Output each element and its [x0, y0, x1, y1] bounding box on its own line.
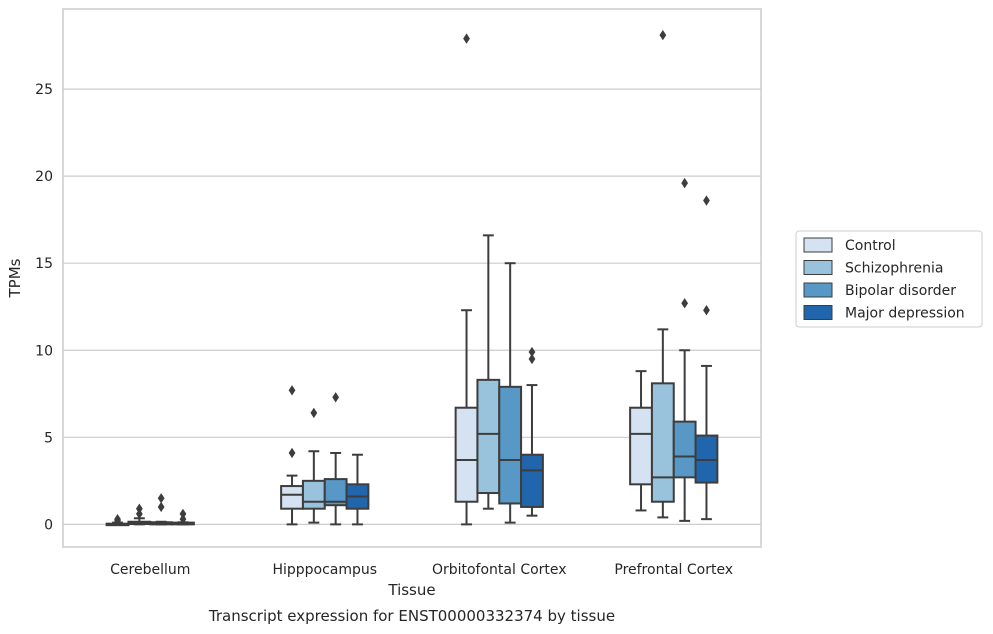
x-tick-label: Prefrontal Cortex [614, 562, 733, 578]
y-tick-label: 15 [35, 256, 53, 272]
outlier-point [157, 493, 165, 504]
box-major-depression [520, 346, 544, 517]
grid-lines [63, 88, 761, 525]
outlier-point [703, 195, 710, 206]
legend-frame [795, 230, 983, 328]
y-axis-label: TPMs [6, 258, 24, 298]
legend-swatch [803, 305, 833, 320]
outlier-point [681, 298, 689, 309]
iqr-box [629, 406, 653, 486]
y-tick-label: 0 [44, 517, 53, 533]
outlier-point [310, 407, 318, 419]
legend-label: Control [845, 238, 896, 254]
y-axis-tick-labels: 0 5 10 15 20 25 [35, 82, 53, 533]
x-tick-label: Cerebellum [110, 562, 190, 578]
iqr-box [520, 453, 544, 508]
outlier-point [135, 508, 143, 520]
outlier-point [114, 513, 121, 525]
outlier-point [288, 385, 296, 396]
legend-label: Schizophrenia [845, 261, 943, 277]
outlier-point [681, 177, 689, 189]
outlier-point [528, 346, 536, 358]
x-axis-tick-labels: Cerebellum Hipppocampus Orbitofontal Corte… [110, 562, 733, 578]
plot-area-frame [62, 8, 762, 548]
box-bipolar-disorder [323, 392, 348, 526]
y-tick-label: 20 [35, 169, 53, 185]
outlier-point [157, 501, 165, 513]
iqr-box [650, 382, 675, 503]
outlier-point [135, 503, 143, 514]
iqr-box [454, 406, 479, 503]
box-schizophrenia [301, 407, 326, 524]
y-tick-label: 5 [44, 430, 53, 446]
outlier-point [528, 353, 536, 365]
y-tick-label: 10 [35, 343, 53, 359]
outlier-point [463, 33, 470, 44]
legend-items: Control Schizophrenia Bipolar disorder Majo… [803, 237, 965, 322]
box-control [280, 385, 304, 526]
box-major-depression [345, 453, 370, 526]
box-schizophrenia [650, 29, 675, 519]
outlier-point [659, 29, 667, 41]
legend-swatch [803, 237, 833, 253]
outlier-point [332, 392, 340, 403]
x-tick-label: Orbitofontal Cortex [432, 562, 567, 578]
box-bipolar-disorder [672, 177, 697, 522]
box-control [105, 513, 130, 527]
box-schizophrenia [476, 234, 501, 510]
box-bipolar-disorder [149, 493, 174, 526]
box-major-depression [171, 508, 195, 526]
legend: Control Schizophrenia Bipolar disorder Majo… [795, 230, 983, 328]
chart-caption: Transcript expression for ENST0000033237… [208, 607, 615, 625]
box-schizophrenia [127, 503, 152, 526]
x-tick-label: Hipppocampus [272, 562, 377, 578]
iqr-box [498, 385, 523, 505]
legend-swatch [803, 282, 833, 298]
outlier-point [288, 447, 296, 459]
box-bipolar-disorder [498, 262, 523, 524]
iqr-box [301, 479, 326, 510]
legend-swatch [803, 260, 833, 275]
y-tick-label: 25 [35, 82, 53, 98]
box-control [454, 33, 479, 526]
outlier-point [703, 305, 710, 316]
box-plot-series [105, 29, 719, 527]
legend-label: Bipolar disorder [845, 283, 956, 299]
outlier-point [179, 508, 187, 520]
iqr-box [672, 420, 697, 479]
box-major-depression [694, 195, 719, 521]
box-control [629, 370, 653, 512]
legend-label: Major depression [845, 306, 965, 322]
iqr-box [280, 485, 304, 510]
iqr-box [476, 378, 501, 495]
outlier-point [179, 513, 187, 525]
x-axis-label: Tissue [387, 581, 435, 599]
